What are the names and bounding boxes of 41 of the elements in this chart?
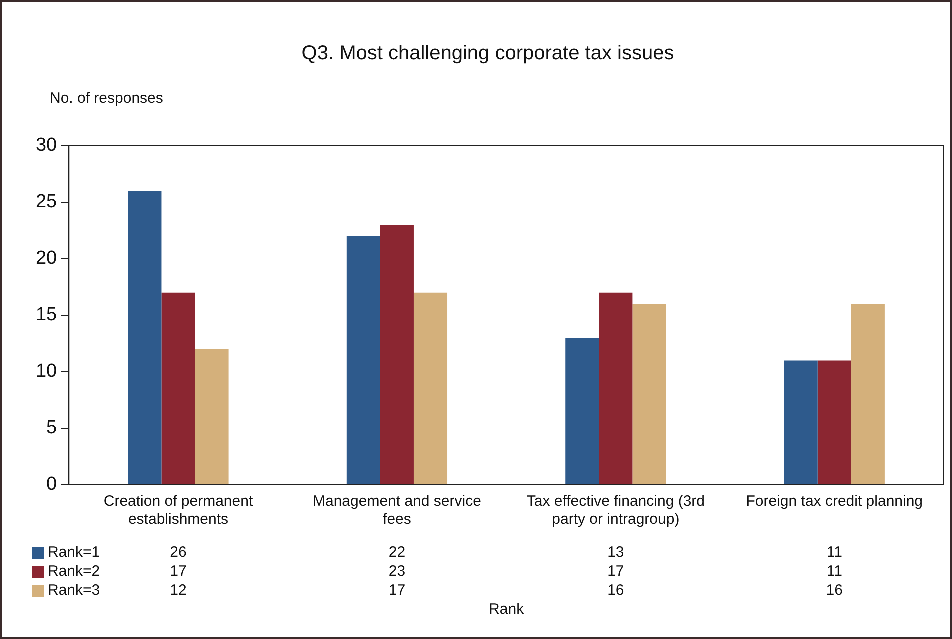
data-label: 12	[170, 582, 187, 600]
bar	[566, 338, 600, 484]
legend-label: Rank=3	[48, 582, 100, 600]
y-tick-label: 15	[36, 304, 58, 326]
data-label: 17	[388, 582, 406, 600]
x-tick-label: Management and service fees	[312, 493, 482, 528]
data-label: 16	[826, 582, 843, 600]
bar	[414, 292, 448, 484]
x-axis-title: Rank	[489, 601, 525, 618]
bar	[195, 349, 229, 484]
y-tick-label: 25	[36, 192, 58, 213]
y-tick-label: 0	[46, 474, 58, 496]
data-label: 17	[608, 563, 624, 580]
x-tick-label: Foreign tax credit planning	[746, 493, 924, 510]
data-label: 13	[608, 544, 624, 562]
x-tick-label: Creation of permanent establishments	[104, 493, 254, 528]
data-label: 17	[170, 563, 187, 580]
bar	[128, 191, 162, 484]
y-axis-title: No. of responses	[50, 90, 164, 108]
data-label: 11	[826, 544, 842, 562]
data-label: 26	[170, 544, 187, 562]
bar	[380, 225, 414, 484]
data-label: 11	[826, 563, 842, 580]
x-tick-label: Tax effective financing (3rd party or intragroup)	[526, 493, 706, 528]
y-tick-label: 10	[36, 361, 58, 382]
bar	[632, 304, 666, 484]
bar	[818, 360, 852, 484]
data-label: 23	[388, 563, 406, 580]
chart-title: Q3. Most challenging corporate tax issues	[302, 42, 674, 65]
y-tick-label: 20	[36, 248, 58, 270]
bar	[162, 292, 196, 484]
legend-label: Rank=2	[48, 563, 100, 580]
y-tick-label: 30	[36, 135, 58, 156]
bar	[599, 292, 633, 484]
data-label: 16	[608, 582, 624, 600]
legend-label: Rank=1	[48, 544, 100, 562]
bar	[851, 304, 885, 484]
bar	[346, 236, 380, 484]
bar	[784, 360, 818, 484]
data-label: 22	[388, 544, 406, 562]
y-tick-label: 5	[46, 418, 58, 439]
